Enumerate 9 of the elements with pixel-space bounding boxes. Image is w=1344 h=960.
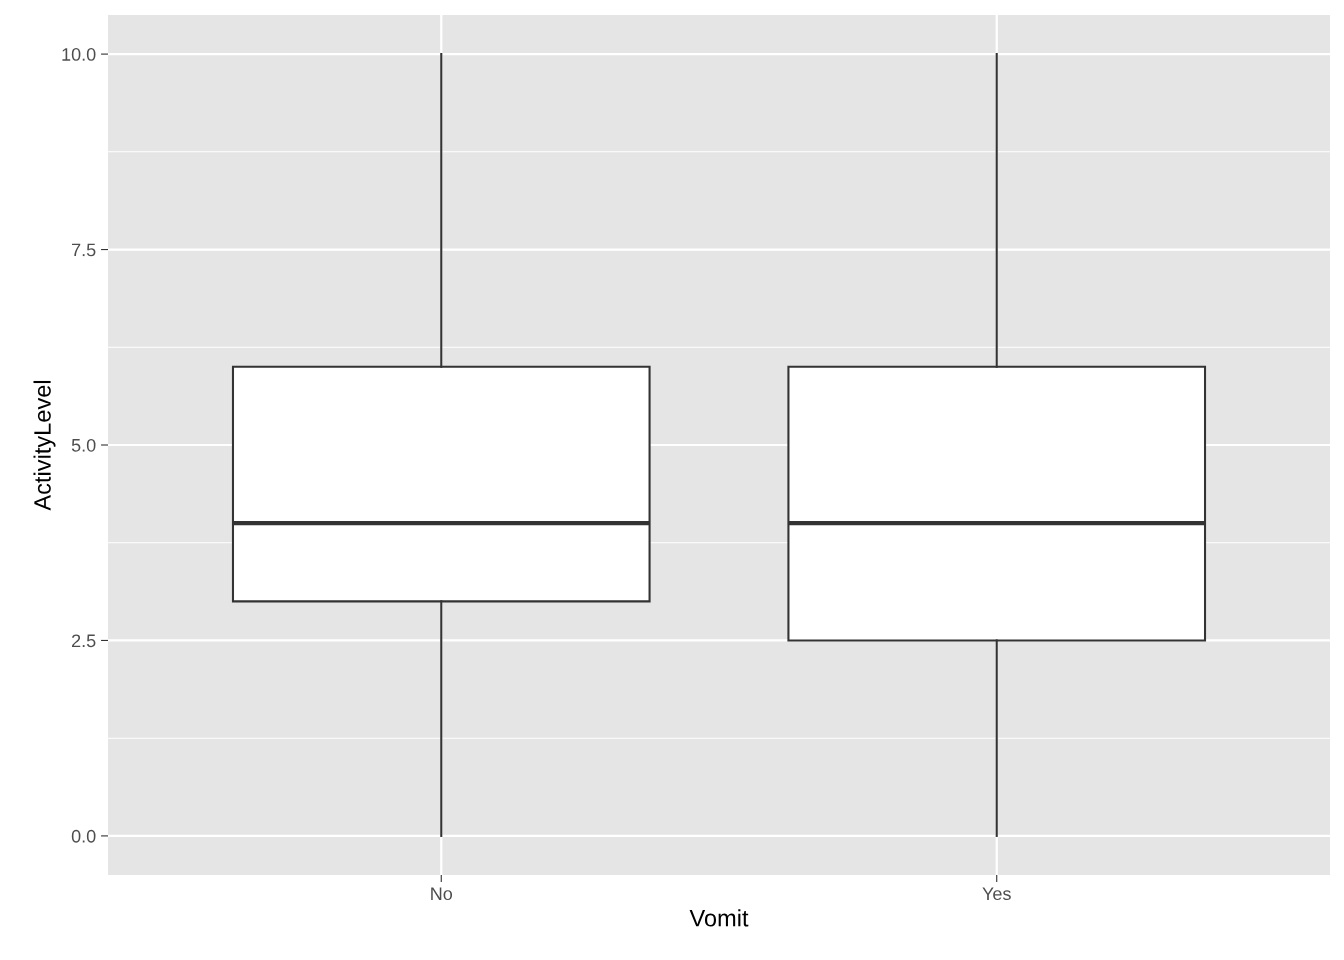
y-tick-label: 5.0 bbox=[71, 438, 96, 452]
x-tick-label: No bbox=[431, 887, 453, 901]
y-tick-label: 10.0 bbox=[62, 48, 96, 61]
y-axis-title: ActivityLevel bbox=[33, 380, 56, 511]
y-tick-label: 7.5 bbox=[72, 243, 96, 257]
x-axis-title: Vomit bbox=[689, 909, 749, 927]
x-tick-label: Yes bbox=[982, 887, 1011, 901]
y-tick-label: 0.0 bbox=[71, 829, 96, 843]
y-tick-label: 2.5 bbox=[72, 634, 96, 648]
